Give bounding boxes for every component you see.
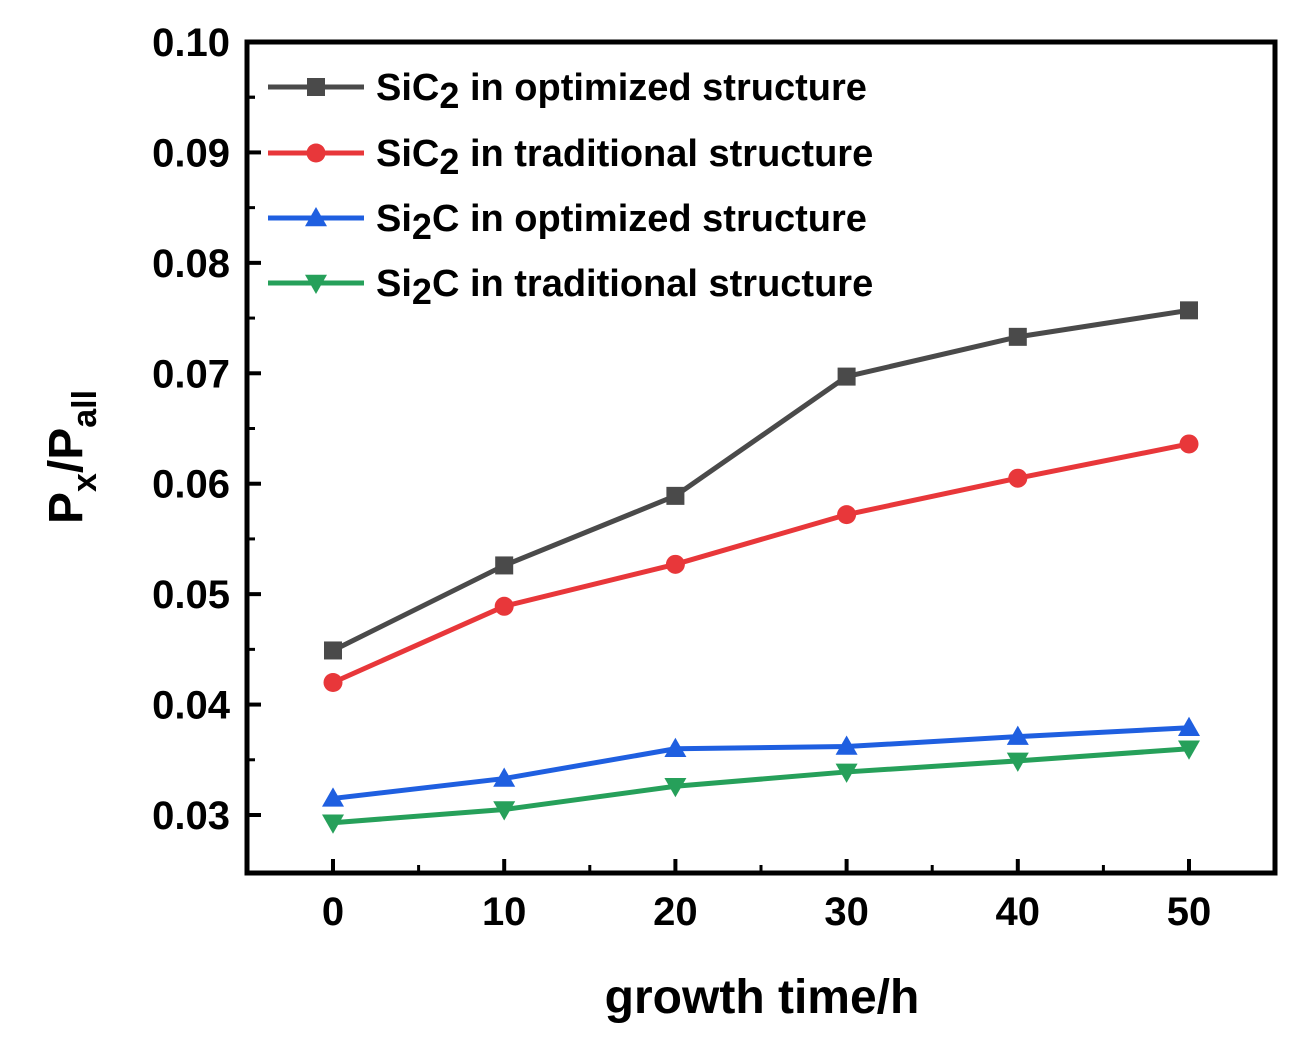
legend-item-2: Si2C in optimized structure (268, 198, 867, 247)
data-point (323, 672, 343, 692)
legend-item-3: Si2C in traditional structure (268, 263, 873, 312)
legend: SiC2 in optimized structure SiC2 in tradi… (268, 67, 873, 312)
series-line (332, 725, 1190, 801)
data-point (493, 767, 516, 787)
data-point (1178, 716, 1200, 737)
y-tick-label: 0.09 (152, 131, 230, 175)
y-tick-label: 0.06 (152, 463, 230, 507)
y-axis-title: Px/Pall (40, 390, 104, 524)
data-point (495, 556, 514, 575)
data-point (1008, 327, 1027, 346)
legend-swatch-marker (307, 78, 325, 96)
y-axis-title-sep: /P (40, 428, 93, 473)
legend-label: Si2C in optimized structure (376, 198, 867, 247)
series-layer (322, 301, 1200, 834)
data-point (835, 735, 858, 755)
data-point (666, 486, 685, 505)
ticks-layer: 0 10 20 30 40 50 0.03 0.04 0.05 0.06 0.07 0.08 0.09 0… (152, 21, 1211, 934)
x-tick-label: 30 (824, 890, 869, 934)
series-2 (322, 716, 1200, 807)
y-axis-title-sub-x: x (66, 473, 104, 492)
series-line (331, 441, 1190, 685)
legend-item-0: SiC2 in optimized structure (268, 67, 867, 116)
data-point (837, 505, 857, 525)
y-tick-label: 0.07 (152, 352, 230, 396)
legend-label: SiC2 in optimized structure (376, 67, 867, 116)
legend-item-1: SiC2 in traditional structure (268, 133, 873, 182)
data-point (1006, 752, 1029, 772)
series-3 (322, 740, 1200, 834)
data-point (322, 814, 344, 834)
series-0 (324, 301, 1198, 660)
x-tick-label: 0 (322, 890, 344, 934)
data-point (1179, 434, 1199, 454)
data-point (322, 787, 344, 807)
x-axis-title: growth time/h (605, 971, 920, 1024)
x-tick-label: 40 (996, 890, 1041, 934)
y-tick-label: 0.03 (152, 794, 230, 838)
data-point (494, 596, 514, 616)
data-point (835, 763, 858, 783)
data-point (324, 641, 342, 660)
series-line (331, 307, 1190, 653)
y-tick-label: 0.10 (152, 21, 230, 65)
legend-swatch-marker (305, 274, 327, 294)
legend-label: SiC2 in traditional structure (376, 133, 873, 182)
x-tick-label: 20 (653, 890, 698, 934)
data-point (1180, 301, 1198, 320)
y-axis-title-main: P (40, 492, 93, 524)
legend-swatch-marker (306, 143, 326, 163)
legend-swatch-marker (305, 207, 327, 227)
y-tick-label: 0.08 (152, 242, 230, 286)
data-point (1006, 725, 1029, 745)
y-axis-title-sub-all: all (66, 390, 104, 428)
x-tick-label: 50 (1167, 890, 1212, 934)
y-tick-label: 0.04 (152, 684, 231, 728)
series-line (332, 746, 1190, 826)
legend-label: Si2C in traditional structure (376, 263, 873, 312)
data-point (837, 367, 856, 386)
series-1 (323, 434, 1199, 692)
data-point (493, 801, 516, 821)
plot-frame (244, 39, 1278, 876)
x-tick-label: 10 (482, 890, 527, 934)
data-point (665, 554, 685, 574)
data-point (1178, 740, 1200, 760)
data-point (664, 737, 687, 757)
data-point (664, 778, 687, 798)
data-point (1008, 468, 1028, 488)
y-tick-label: 0.05 (152, 573, 230, 617)
